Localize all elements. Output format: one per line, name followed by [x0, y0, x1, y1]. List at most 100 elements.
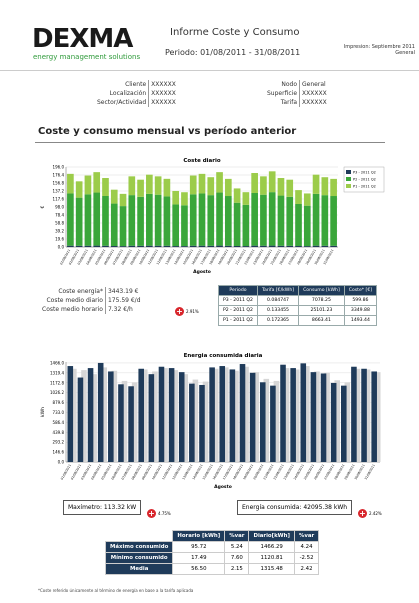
header-cell: Consumo [kWh]	[298, 285, 345, 296]
cell: P3 - 2011 Q2	[218, 295, 258, 306]
bar-segment	[110, 189, 118, 204]
bar-segment	[224, 196, 232, 246]
y-tick-label: 1466.0	[50, 360, 64, 365]
y-tick-label: 879.6	[53, 400, 65, 405]
bar	[320, 373, 327, 462]
y-tick-label: 176.4	[53, 173, 65, 178]
bar-segment	[260, 176, 267, 195]
info-row: Nodo General	[265, 80, 329, 89]
bar-segment	[224, 245, 232, 247]
bar-segment	[119, 193, 127, 207]
bar	[182, 374, 189, 462]
bar	[138, 368, 144, 462]
cell: 1466.29	[248, 541, 295, 553]
var-text: 4.75%	[158, 511, 171, 516]
bar	[314, 371, 320, 462]
printed-date: Impresion: Septiembre 2011	[343, 44, 415, 50]
bar-segment	[181, 192, 188, 206]
bar-segment	[154, 245, 162, 247]
info-value: XXXXXX	[151, 81, 176, 88]
y-tick-label: 39.2	[55, 229, 64, 234]
cost-var: +2.91%	[175, 301, 199, 320]
bar-segment	[189, 175, 197, 195]
legend-label: P2 - 2011 Q2	[353, 178, 376, 182]
y-tick-label: 98.0	[55, 205, 64, 210]
y-tick-label: 1026.2	[50, 390, 64, 395]
bar	[97, 362, 104, 462]
bar	[283, 368, 290, 462]
bar-segment	[303, 205, 311, 247]
bar	[374, 372, 381, 462]
cell: 2.15	[224, 563, 250, 575]
bar-segment	[67, 173, 74, 194]
corner	[106, 531, 173, 542]
info-value: XXXXXX	[302, 90, 327, 97]
bar-segment	[242, 246, 250, 247]
cell: 17.49	[172, 552, 226, 564]
y-tick-label: 196.0	[53, 165, 65, 170]
bar	[152, 371, 158, 462]
y-tick-label: 117.6	[53, 197, 65, 202]
bar	[67, 366, 74, 462]
bar-segment	[321, 177, 329, 196]
row-label: Máximo consumido	[104, 541, 174, 553]
bar	[263, 378, 270, 462]
bar	[361, 368, 367, 462]
maximeter: Maxímetro: 113.32 kW	[63, 500, 142, 515]
y-axis-label: €	[40, 205, 46, 208]
bar-segment	[233, 188, 241, 203]
header-cell: %var	[293, 530, 320, 542]
y-tick-label: 733.0	[53, 410, 65, 415]
bar-segment	[277, 178, 285, 196]
bar-segment	[172, 246, 180, 247]
bar-segment	[330, 245, 337, 247]
energy-var: +2.42%	[358, 503, 382, 522]
bar-segment	[207, 177, 215, 196]
info-row: Superficie XXXXXX	[265, 89, 329, 98]
info-left: Cliente XXXXXX Localización XXXXXX Sector/Ac…	[95, 80, 178, 107]
bar-segment	[216, 192, 223, 246]
bar	[192, 379, 199, 462]
bar-segment	[277, 195, 285, 246]
header-row: Horario [kWh] %var Diario[kWh] %var	[106, 530, 320, 542]
info-value: XXXXXX	[151, 90, 176, 97]
bar	[330, 382, 337, 462]
bar-segment	[242, 204, 250, 247]
bar-segment	[119, 206, 127, 247]
cell: -2.52	[293, 552, 320, 564]
cost-row: Coste medio horario 7.32 €/h	[40, 305, 143, 314]
info-row: Cliente XXXXXX	[95, 80, 178, 89]
cell: 0.084747	[256, 295, 300, 306]
bar-segment	[75, 181, 83, 198]
period-row: P1 - 2011 Q2 0.172365 8663.41 1493.44	[218, 315, 378, 326]
row-label: Mínimo consumido	[104, 552, 174, 564]
bar	[209, 367, 215, 462]
y-tick-label: 19.6	[55, 237, 64, 242]
bar	[280, 364, 286, 462]
x-tick-label: 31/08/2011	[364, 463, 376, 480]
bar	[233, 370, 239, 462]
info-right: Nodo General Superficie XXXXXX Tarifa XXXXXX	[265, 80, 329, 107]
y-tick-label: 78.4	[55, 213, 64, 218]
bar-segment	[268, 171, 276, 193]
y-tick-label: 156.8	[53, 181, 65, 186]
bar	[199, 384, 205, 462]
bar-segment	[251, 193, 258, 246]
bar-segment	[295, 203, 302, 247]
bar	[148, 374, 155, 462]
bar-segment	[67, 193, 74, 246]
cell: 599.86	[343, 295, 378, 306]
bar	[334, 380, 340, 462]
row-label: Media	[104, 563, 174, 575]
cell: P1 - 2011 Q2	[218, 315, 258, 326]
bar	[121, 380, 128, 462]
bar-segment	[102, 195, 109, 246]
cell: 1315.48	[248, 563, 295, 575]
bar	[259, 382, 266, 462]
bar	[71, 368, 77, 462]
bar	[223, 367, 229, 462]
info-row: Tarifa XXXXXX	[265, 98, 329, 107]
cost-value: 7.32 €/h	[107, 306, 133, 313]
tagline: energy management solutions	[33, 53, 141, 61]
cell: P2 - 2011 Q2	[218, 305, 258, 316]
